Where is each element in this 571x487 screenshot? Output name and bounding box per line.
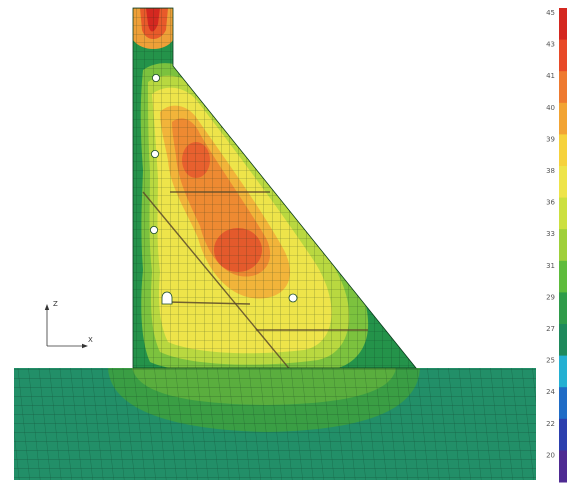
legend-tick-label: 22	[546, 420, 555, 428]
legend-swatch	[559, 197, 567, 230]
foundation	[14, 368, 536, 480]
legend-tick-label: 27	[546, 325, 555, 333]
legend-swatch	[559, 166, 567, 199]
legend-tick-label: 25	[546, 357, 555, 365]
legend-swatch	[559, 324, 567, 357]
legend-tick-label: 45	[546, 9, 555, 17]
joint-lines	[142, 191, 368, 368]
legend-swatch	[559, 8, 567, 41]
legend-tick-label: 20	[546, 451, 555, 459]
legend-tick-label: 36	[546, 199, 555, 207]
legend-tick-label: 24	[546, 388, 555, 396]
legend-swatch	[559, 229, 567, 262]
legend-swatch	[559, 418, 567, 451]
legend-tick-label: 39	[546, 135, 555, 143]
legend-swatch	[559, 71, 567, 104]
legend-tick-label: 38	[546, 167, 555, 175]
legend-tick-label: 40	[546, 104, 555, 112]
gallery-opening-1	[151, 74, 160, 83]
legend-swatch	[559, 355, 567, 388]
axis-x-label: X	[88, 336, 93, 344]
legend-tick-label: 31	[546, 262, 555, 270]
legend-swatch	[559, 292, 567, 325]
legend-swatch	[559, 134, 567, 167]
gallery-opening-3	[149, 225, 158, 234]
gallery-opening-2	[150, 149, 159, 158]
legend-tick-label: 29	[546, 293, 555, 301]
legend-swatch	[559, 387, 567, 420]
legend-swatch	[559, 39, 567, 72]
color-legend: 45 43 41 40 39 38 36 33 31 29 27 25 24 22 20	[546, 8, 567, 483]
gallery-opening-5	[288, 293, 298, 303]
legend-tick-label: 33	[546, 230, 555, 238]
legend-swatch	[559, 450, 567, 483]
legend-swatches	[559, 8, 567, 483]
dam-body	[133, 8, 416, 368]
gallery-opening-4	[161, 291, 173, 305]
legend-tick-label: 41	[546, 72, 555, 80]
legend-tick-label: 43	[546, 41, 555, 49]
legend-swatch	[559, 102, 567, 135]
axis-triad: Z X	[44, 300, 93, 349]
legend-tick-labels: 45 43 41 40 39 38 36 33 31 29 27 25 24 22 20	[546, 9, 555, 459]
legend-swatch	[559, 260, 567, 293]
gallery-openings	[149, 74, 298, 305]
dam-outline	[132, 7, 417, 369]
axis-z-label: Z	[53, 300, 58, 308]
